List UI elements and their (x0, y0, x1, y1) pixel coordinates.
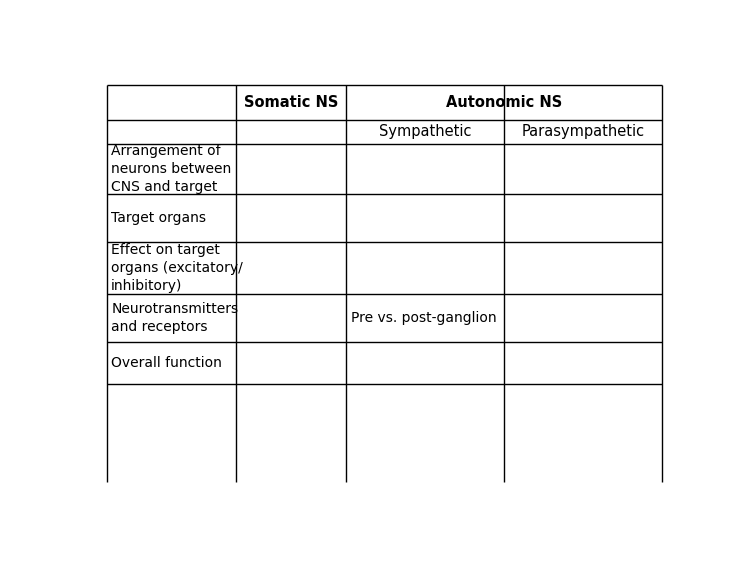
Text: Effect on target
organs (excitatory/
inhibitory): Effect on target organs (excitatory/ inh… (111, 243, 243, 293)
Text: Arrangement of
neurons between
CNS and target: Arrangement of neurons between CNS and t… (111, 144, 232, 194)
Text: Somatic NS: Somatic NS (244, 95, 338, 110)
Text: Neurotransmitters
and receptors: Neurotransmitters and receptors (111, 302, 238, 334)
Text: Pre vs. post-ganglion: Pre vs. post-ganglion (351, 311, 496, 325)
Text: Target organs: Target organs (111, 211, 206, 225)
Text: Overall function: Overall function (111, 356, 222, 370)
Text: Parasympathetic: Parasympathetic (522, 125, 645, 139)
Text: Autonomic NS: Autonomic NS (446, 95, 562, 110)
Text: Sympathetic: Sympathetic (379, 125, 472, 139)
